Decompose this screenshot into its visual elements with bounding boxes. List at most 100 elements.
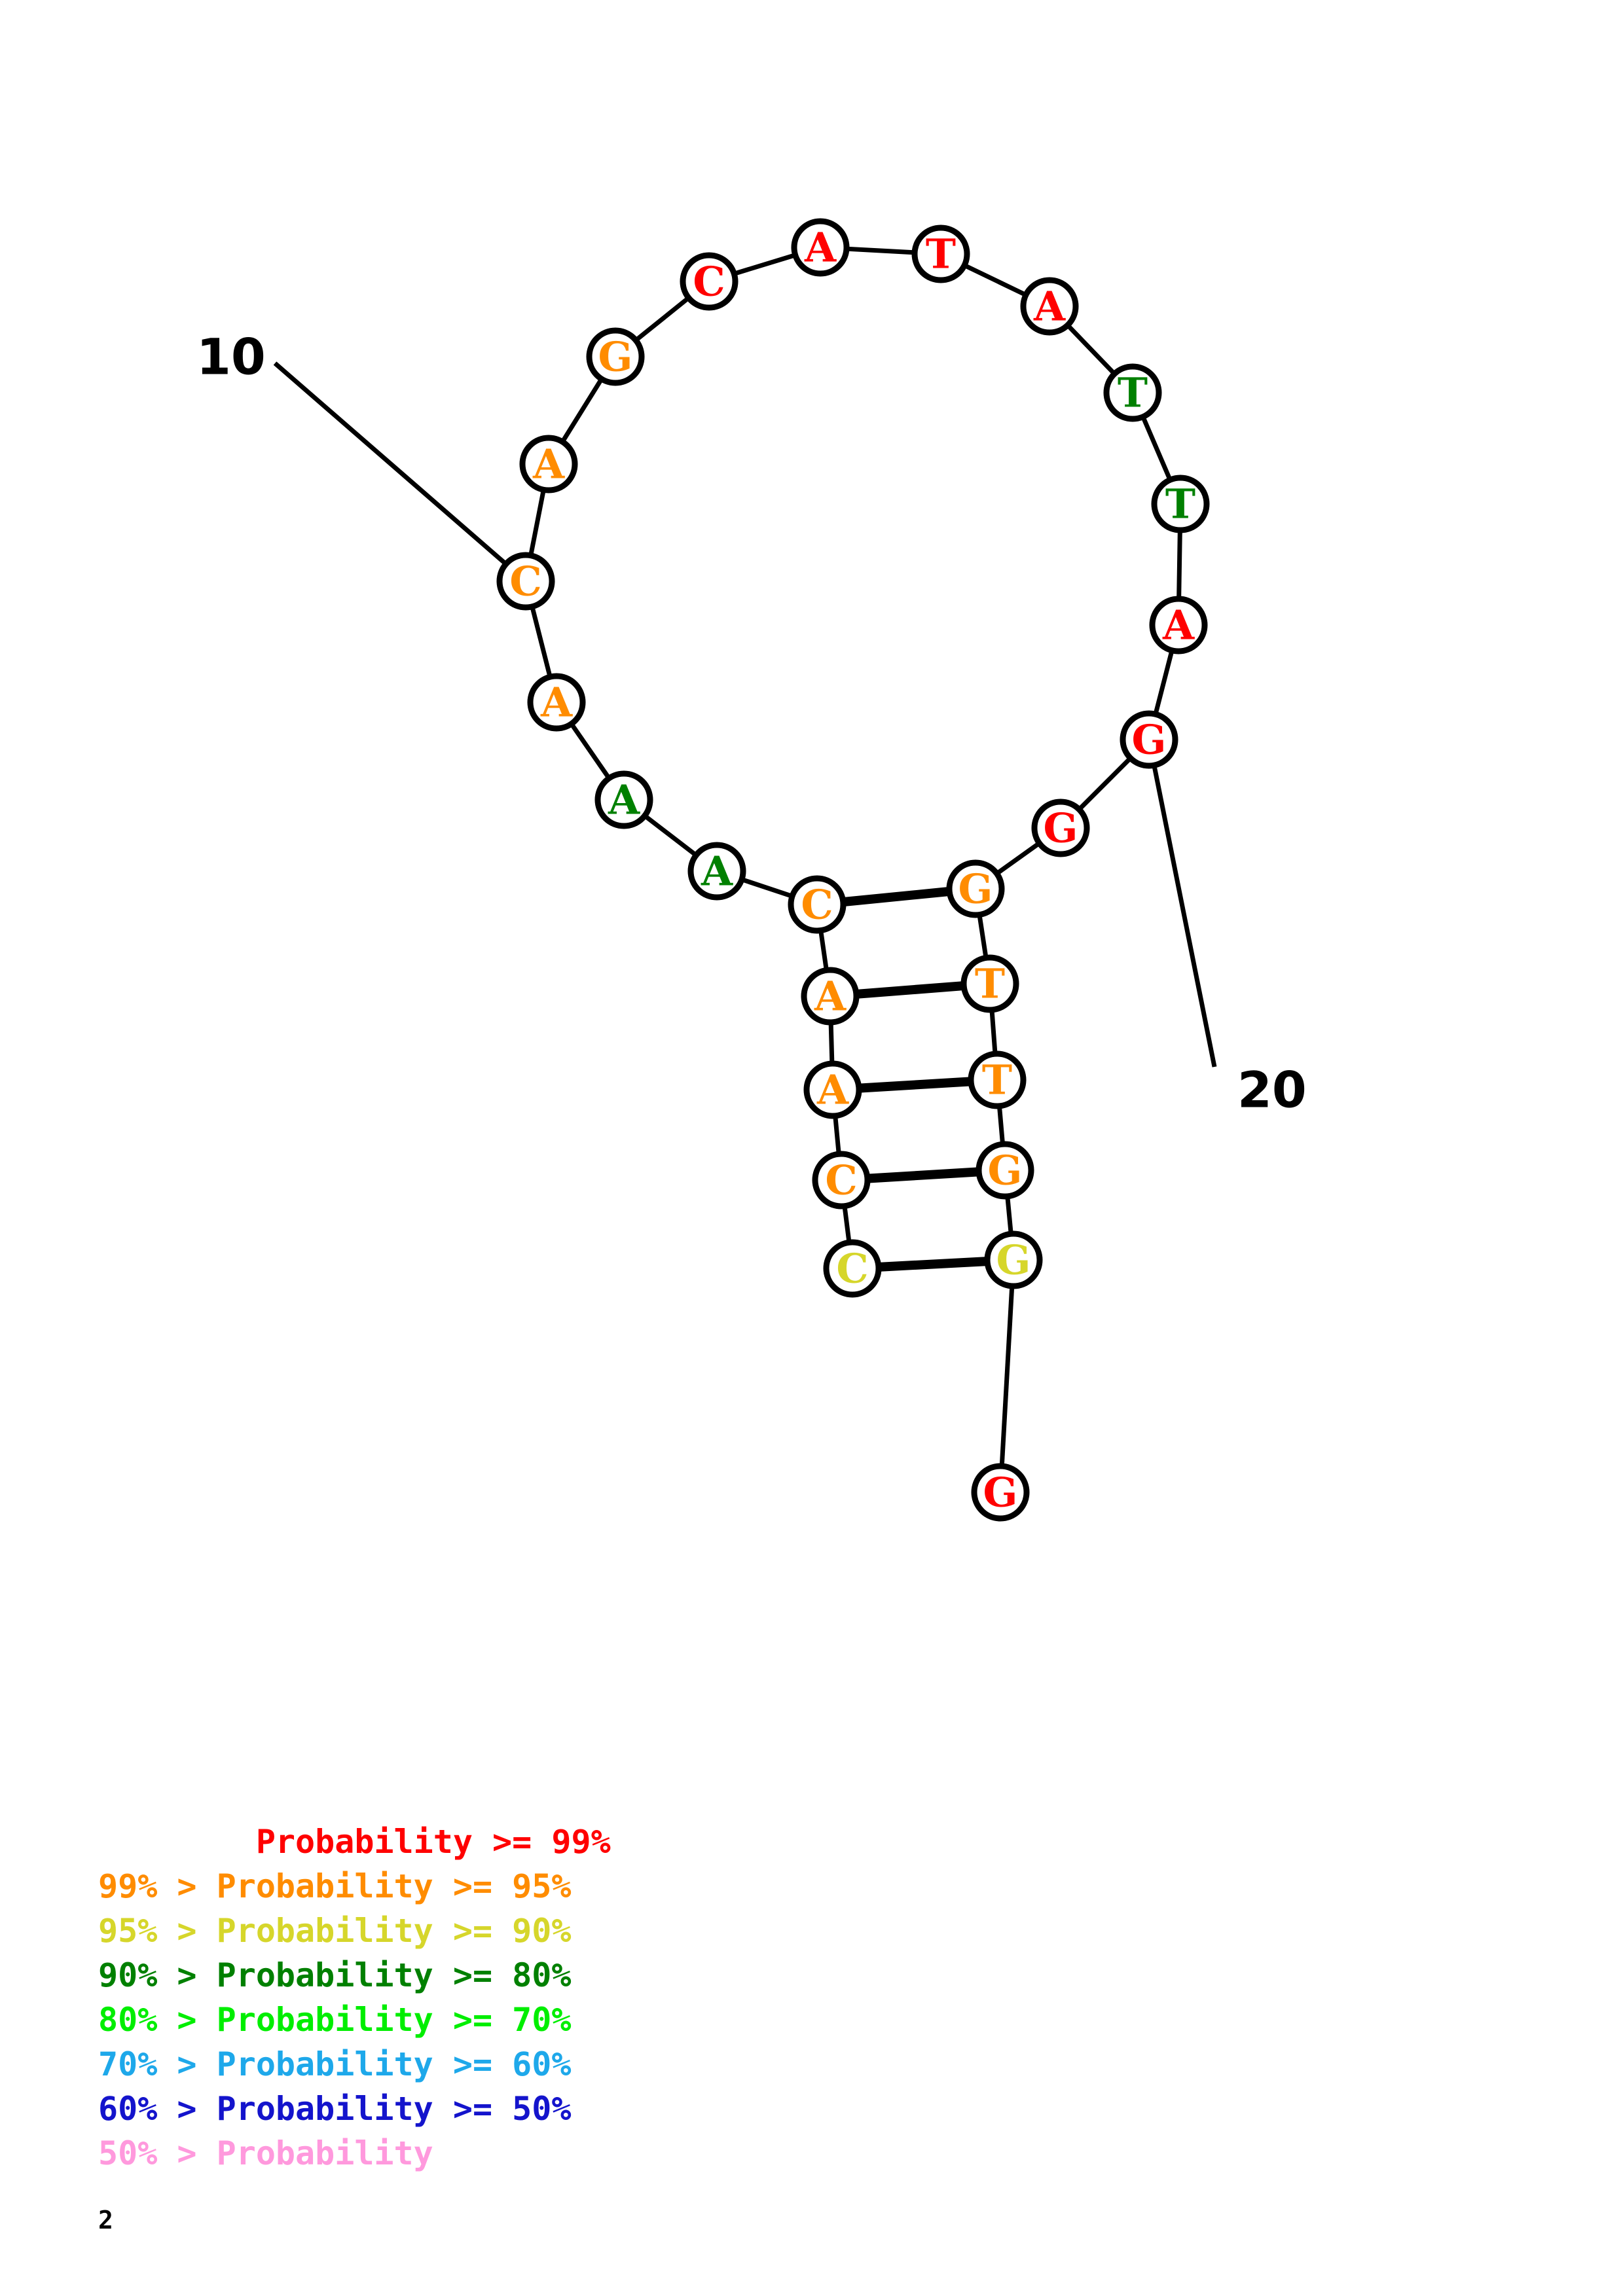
position-leader-line	[1152, 763, 1217, 1067]
base-letter: G	[598, 333, 633, 381]
base-letter: T	[975, 960, 1005, 1008]
base-letter: A	[814, 973, 847, 1020]
base-node[interactable]: C	[788, 875, 847, 934]
legend-row: 95% > Probability >= 90%	[98, 1912, 572, 1950]
base-letter: A	[540, 679, 573, 726]
base-letter: G	[1132, 716, 1167, 764]
backbone-link	[842, 1204, 852, 1244]
base-node[interactable]: A	[1020, 277, 1079, 336]
base-circle	[687, 842, 746, 901]
backbone-link	[1140, 414, 1173, 482]
legend-row: 60% > Probability >= 50%	[98, 2090, 572, 2128]
backbone-link	[989, 1008, 998, 1056]
backbone-link	[529, 604, 553, 679]
legend-row: 50% > Probability	[98, 2134, 433, 2172]
backbone-link	[1176, 528, 1182, 601]
base-circle	[823, 1239, 882, 1298]
backbone-link	[560, 376, 604, 444]
base-pair-bond	[854, 980, 966, 999]
position-label-layer: 10 20	[196, 328, 1307, 1119]
position-leader-layer	[273, 361, 1217, 1067]
base-letter: A	[701, 848, 733, 895]
base-node[interactable]: C	[680, 252, 739, 311]
base-node[interactable]: C	[823, 1239, 882, 1298]
base-circle	[803, 1060, 862, 1119]
backbone-link	[642, 813, 699, 858]
base-node[interactable]: G	[586, 327, 645, 386]
backbone-link	[977, 913, 989, 960]
backbone-link	[962, 262, 1029, 298]
base-letter: G	[988, 1147, 1023, 1194]
position-label: 20	[1237, 1061, 1307, 1119]
backbone-link	[732, 252, 797, 277]
base-letter: G	[958, 865, 993, 913]
base-letter: A	[608, 776, 640, 824]
base-node[interactable]: A	[803, 1060, 862, 1119]
base-pair-bond	[857, 1077, 973, 1093]
base-letter: G	[1044, 804, 1078, 852]
base-node[interactable]: G	[1120, 710, 1178, 769]
base-node[interactable]: A	[1149, 596, 1208, 655]
backbone-link	[633, 295, 691, 343]
base-circle	[801, 967, 860, 1026]
base-letter: C	[801, 881, 833, 929]
legend-row: 80% > Probability >= 70%	[98, 2001, 572, 2039]
base-letter: T	[982, 1056, 1012, 1104]
backbone-link	[528, 488, 547, 558]
base-circle	[812, 1151, 871, 1210]
base-node[interactable]: A	[594, 770, 653, 829]
base-node[interactable]: G	[946, 859, 1005, 918]
backbone-link	[999, 1284, 1015, 1468]
base-node[interactable]: A	[791, 218, 850, 277]
base-letter: A	[804, 224, 837, 272]
backbone-link	[1005, 1194, 1013, 1236]
backbone-link	[1065, 322, 1118, 377]
base-node[interactable]: T	[1103, 363, 1162, 422]
base-letter: A	[532, 440, 565, 488]
base-node[interactable]: G	[976, 1141, 1034, 1200]
base-node[interactable]: C	[812, 1151, 871, 1210]
base-letter: T	[926, 230, 956, 278]
page-number: 2	[98, 2206, 113, 2234]
base-node[interactable]: C	[496, 552, 555, 611]
base-circle	[984, 1230, 1043, 1289]
base-node[interactable]: G	[984, 1230, 1043, 1289]
base-circle	[911, 224, 970, 283]
base-circle	[594, 770, 653, 829]
base-node[interactable]: T	[960, 954, 1019, 1013]
base-node[interactable]: A	[801, 967, 860, 1026]
legend-row: Probability >= 99%	[98, 1823, 611, 1861]
backbone-link	[1153, 648, 1175, 717]
base-circle	[976, 1141, 1034, 1200]
backbone-link	[1076, 755, 1133, 812]
base-circle	[1120, 710, 1178, 769]
base-letter: G	[996, 1236, 1031, 1284]
base-pair-bond	[841, 886, 951, 907]
base-circle	[1151, 475, 1210, 533]
base-letter: C	[836, 1245, 868, 1293]
base-circle	[1103, 363, 1162, 422]
legend-row: 99% > Probability >= 95%	[98, 1867, 572, 1905]
base-node[interactable]: A	[519, 435, 578, 493]
base-node[interactable]: G	[1031, 798, 1090, 857]
base-letter: G	[983, 1469, 1018, 1516]
base-circle	[960, 954, 1019, 1013]
base-letter: A	[816, 1066, 849, 1114]
backbone-link	[828, 1020, 835, 1066]
base-circle	[968, 1050, 1027, 1109]
base-node[interactable]: A	[687, 842, 746, 901]
base-circle	[971, 1463, 1030, 1522]
base-node[interactable]: T	[1151, 475, 1210, 533]
base-node[interactable]: T	[968, 1050, 1027, 1109]
base-node[interactable]: T	[911, 224, 970, 283]
position-leader-line	[273, 361, 509, 567]
base-letter: A	[1162, 601, 1195, 649]
base-node[interactable]: A	[527, 673, 586, 732]
base-letter: C	[693, 258, 725, 306]
base-node[interactable]: G	[971, 1463, 1030, 1522]
base-letter: T	[1165, 480, 1195, 528]
base-letter: A	[1033, 283, 1066, 331]
base-letter: C	[509, 558, 541, 605]
base-letter: T	[1118, 369, 1148, 417]
